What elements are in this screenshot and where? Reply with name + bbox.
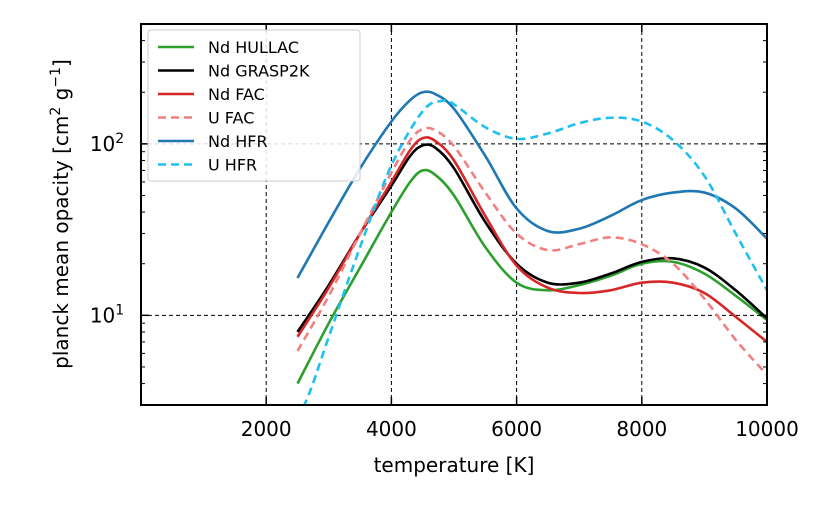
y-axis-label-end: ] — [49, 59, 73, 67]
y-tick-label: 102 — [90, 131, 124, 156]
y-axis-label-sup1: 2 — [48, 107, 64, 116]
x-tick-label: 2000 — [241, 417, 292, 441]
legend-label: Nd FAC — [208, 85, 265, 104]
x-tick-label: 8000 — [616, 417, 667, 441]
legend-label: Nd HFR — [208, 132, 268, 151]
series-line-4 — [296, 90, 767, 279]
y-tick-label: 101 — [90, 302, 124, 327]
legend-label: U HFR — [208, 156, 257, 175]
series-group — [296, 90, 767, 405]
series-line-3 — [296, 126, 767, 376]
grid — [141, 24, 767, 405]
x-tick-label: 6000 — [491, 417, 542, 441]
ticks: 2000 4000 6000 8000 10000 101 102 — [90, 24, 799, 441]
legend: Nd HULLAC Nd GRASP2K Nd FAC U FAC Nd HFR U HF… — [147, 29, 361, 182]
x-axis-label: temperature [K] — [374, 453, 535, 477]
y-axis-label-sup2: −1 — [48, 67, 64, 88]
series-line-5 — [302, 99, 767, 405]
legend-label: Nd HULLAC — [208, 38, 299, 57]
x-tick-label: 10000 — [735, 417, 799, 441]
plot-frame — [140, 23, 768, 406]
legend-box — [147, 29, 361, 182]
y-axis-label: planck mean opacity [cm2 g−1] — [48, 59, 73, 369]
series-line-1 — [296, 143, 767, 333]
series-line-0 — [296, 168, 767, 385]
y-axis-label-mid: g — [49, 88, 73, 107]
x-tick-label: 4000 — [366, 417, 417, 441]
legend-label: Nd GRASP2K — [208, 62, 310, 81]
legend-label: U FAC — [208, 109, 254, 128]
y-axis-label-base: planck mean opacity [cm — [49, 116, 73, 369]
series-line-2 — [296, 136, 767, 343]
